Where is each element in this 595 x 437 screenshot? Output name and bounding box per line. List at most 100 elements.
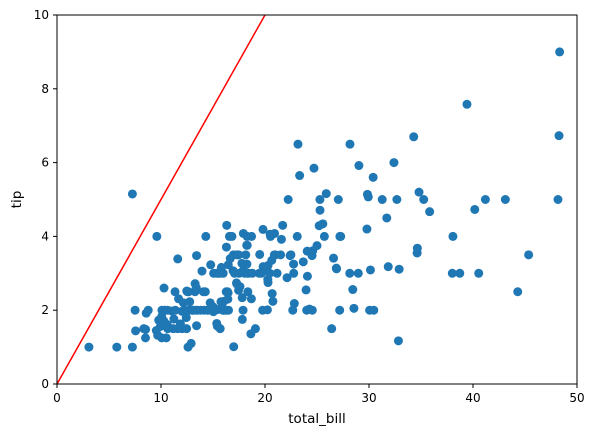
reference-line-layer — [57, 15, 266, 384]
data-point — [278, 220, 288, 230]
data-point — [302, 271, 312, 281]
reference-line — [57, 15, 266, 384]
data-point — [333, 195, 343, 204]
data-point — [513, 287, 523, 297]
data-point — [301, 285, 311, 295]
data-point — [419, 195, 429, 204]
y-tick-label: 0 — [41, 377, 49, 391]
y-tick-label: 4 — [41, 229, 49, 243]
data-point — [369, 305, 379, 315]
data-point — [462, 99, 472, 109]
data-point — [234, 250, 244, 260]
y-axis-ticks: 0 2 4 6 8 10 — [34, 8, 57, 391]
data-point — [292, 231, 302, 241]
data-point — [241, 250, 251, 260]
plot-frame — [56, 14, 578, 385]
data-point — [131, 326, 141, 336]
data-point — [262, 305, 272, 315]
data-point — [362, 224, 372, 234]
x-tick-label: 50 — [569, 391, 584, 405]
data-point — [363, 192, 373, 202]
data-point — [307, 305, 317, 315]
data-point — [312, 241, 322, 251]
data-point — [247, 231, 257, 241]
data-point — [141, 324, 151, 334]
data-point — [321, 189, 331, 199]
data-point — [286, 250, 296, 260]
data-point — [224, 305, 233, 315]
data-point — [554, 131, 564, 141]
data-point — [143, 305, 153, 315]
data-point — [414, 187, 424, 197]
data-point — [170, 287, 180, 297]
y-tick-label: 8 — [41, 82, 49, 96]
y-tick-label: 6 — [41, 156, 49, 170]
data-point — [222, 220, 232, 230]
data-point — [425, 207, 435, 217]
data-point — [315, 205, 325, 215]
data-point — [412, 243, 422, 253]
data-point — [283, 195, 293, 204]
data-point — [368, 172, 378, 182]
data-point — [354, 161, 364, 171]
x-tick-label: 20 — [257, 391, 272, 405]
data-point — [448, 231, 458, 241]
data-point — [348, 285, 358, 295]
data-point — [191, 283, 201, 293]
data-point — [315, 195, 325, 204]
data-point — [182, 324, 192, 334]
data-point — [555, 47, 565, 57]
data-point — [152, 231, 162, 241]
data-point — [192, 321, 202, 331]
data-point — [215, 324, 225, 334]
data-point — [184, 287, 194, 297]
data-point — [272, 268, 282, 278]
data-point — [332, 264, 342, 274]
data-point — [238, 305, 248, 315]
y-tick-label: 2 — [41, 303, 49, 317]
data-point — [365, 265, 375, 275]
data-point — [227, 231, 237, 241]
y-tick-label: 10 — [34, 8, 49, 22]
data-point — [250, 324, 260, 334]
data-point — [170, 305, 180, 315]
data-point — [409, 132, 419, 142]
x-tick-label: 10 — [153, 391, 168, 405]
data-point — [329, 253, 339, 263]
data-point — [247, 268, 257, 278]
data-point — [293, 139, 303, 149]
data-point — [392, 195, 402, 204]
data-point — [237, 293, 247, 303]
data-point — [524, 250, 534, 260]
data-point — [349, 303, 359, 313]
data-point — [295, 171, 305, 181]
data-point — [141, 333, 150, 343]
data-point — [258, 224, 268, 234]
data-point — [447, 268, 457, 278]
x-axis-ticks: 0 10 20 30 40 50 — [53, 384, 585, 405]
data-point — [242, 259, 252, 269]
data-point — [267, 289, 277, 299]
data-point — [192, 251, 202, 261]
data-point — [336, 231, 346, 241]
data-point — [201, 231, 211, 241]
x-axis-title: total_bill — [288, 411, 345, 427]
x-tick-label: 30 — [361, 391, 376, 405]
data-point — [255, 249, 265, 259]
data-point — [221, 242, 231, 252]
data-point — [223, 288, 233, 298]
data-point — [223, 294, 233, 304]
data-point — [246, 294, 256, 304]
data-point — [553, 195, 563, 204]
data-point — [500, 195, 510, 204]
data-point — [393, 336, 403, 346]
data-point — [470, 204, 480, 214]
data-point — [335, 305, 345, 315]
data-point — [268, 296, 278, 306]
data-point — [159, 283, 169, 293]
points-layer — [84, 47, 565, 352]
data-point — [242, 240, 252, 250]
data-point — [282, 273, 292, 283]
data-point — [112, 342, 122, 352]
